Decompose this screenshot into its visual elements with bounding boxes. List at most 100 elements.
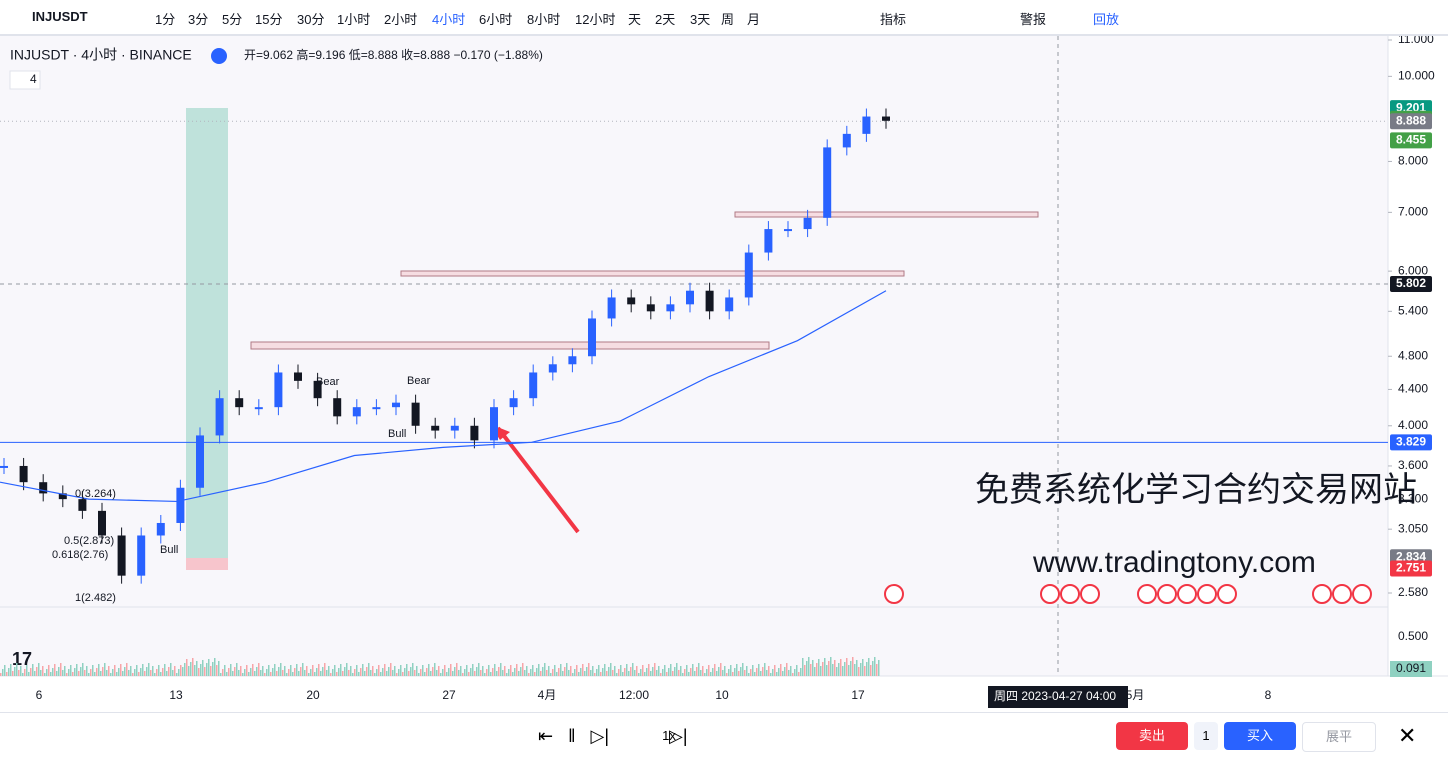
volume-bar [838, 663, 840, 676]
interval[interactable]: 15分 [255, 12, 283, 27]
volume-bar [734, 668, 736, 676]
sell[interactable]: 卖出 [1116, 722, 1188, 750]
volume-bar [576, 665, 578, 676]
interval[interactable]: 6小时 [479, 12, 513, 27]
fib-label: 0(3.264) [75, 488, 116, 500]
volume-bar [636, 666, 638, 676]
interval[interactable]: 1小时 [337, 12, 371, 27]
interval[interactable]: 5分 [222, 12, 243, 27]
interval[interactable]: 1分 [155, 12, 176, 27]
price-badge-label: 3.829 [1396, 435, 1426, 449]
volume-bar [386, 671, 388, 676]
interval[interactable]: 30分 [297, 12, 325, 27]
volume-bar [350, 666, 352, 676]
volume-bar [540, 671, 542, 676]
interval[interactable]: 8小时 [527, 12, 561, 27]
volume-bar [588, 663, 590, 676]
candle [548, 364, 557, 373]
volume-bar [186, 659, 188, 676]
volume-bar [592, 666, 594, 676]
volume-bar [642, 665, 644, 676]
price-label: 6.000 [1398, 263, 1428, 277]
interval[interactable]: 12小时 [575, 12, 616, 27]
volume-bar [470, 668, 472, 676]
volume-bar [532, 665, 534, 676]
buy[interactable]: 买入 [1224, 722, 1296, 750]
candle [235, 398, 244, 408]
volume-bar [176, 673, 178, 676]
alert[interactable]: 警报 [1020, 12, 1047, 27]
volume-bar [284, 666, 286, 676]
price-badge-label: 8.888 [1396, 113, 1426, 127]
flatten[interactable]: 展平 [1302, 722, 1376, 752]
volume-bar [662, 669, 664, 676]
volume-bar [754, 672, 756, 676]
volume-bar [184, 663, 186, 676]
volume-bar [234, 667, 236, 676]
controls[interactable]: ⇤ ‖ ▷| ▷| [538, 726, 688, 746]
volume-bar [528, 673, 530, 676]
volume-bar [504, 666, 506, 676]
time-label: 4月 [538, 688, 557, 702]
volume-bar [798, 672, 800, 676]
volume-bar [856, 660, 858, 676]
volume-bar [388, 667, 390, 676]
price-label: 4.800 [1398, 348, 1428, 362]
volume-bar [550, 673, 552, 676]
volume-bar [144, 671, 146, 676]
event-flag [1332, 584, 1352, 604]
speed[interactable]: 1x [662, 728, 676, 743]
interval[interactable]: 2天 [655, 12, 676, 27]
volume-bar [10, 664, 12, 676]
price-label: 5.400 [1398, 304, 1428, 318]
volume-bar [756, 668, 758, 676]
volume-bar [106, 670, 108, 676]
interval[interactable]: 月 [747, 12, 761, 27]
close[interactable]: ✕ [1398, 723, 1417, 748]
volume-bar [326, 670, 328, 676]
signal-label: Bull [388, 428, 406, 440]
volume-bar [428, 664, 430, 676]
volume-bar [834, 660, 836, 676]
volume-bar [68, 669, 70, 676]
volume-bar [298, 671, 300, 676]
event-flag [1312, 584, 1332, 604]
price-label: 8.000 [1398, 154, 1428, 168]
volume-bar [278, 667, 280, 676]
volume-bar [772, 669, 774, 676]
volume-bar [846, 658, 848, 676]
volume-bar [16, 663, 18, 676]
volume-bar [128, 670, 130, 676]
volume-bar [164, 664, 166, 676]
volume-bar [282, 670, 284, 676]
event-flag [1080, 584, 1100, 604]
indicators[interactable]: 指标 [880, 12, 907, 27]
interval[interactable]: 4小时 [432, 12, 466, 27]
volume-bar [606, 671, 608, 676]
interval[interactable]: 3分 [188, 12, 209, 27]
interval[interactable]: 周 [721, 12, 735, 27]
volume-bar [844, 662, 846, 676]
signal-label: Bear [316, 376, 340, 388]
interval[interactable]: 3天 [690, 12, 711, 27]
candle [882, 116, 890, 121]
qty[interactable]: 1 [1194, 722, 1218, 750]
volume-bar [752, 665, 754, 676]
arrow [496, 426, 580, 534]
candle [392, 402, 400, 408]
replay[interactable]: 回放 [1093, 12, 1120, 27]
interval[interactable]: 天 [628, 12, 642, 27]
price-badge [1390, 113, 1432, 130]
price-label: 4.400 [1398, 382, 1428, 396]
volume-bar [426, 668, 428, 676]
price-badge-label: 5.802 [1396, 276, 1426, 290]
interval[interactable]: 2小时 [384, 12, 418, 27]
symbol[interactable]: INJUSDT [32, 9, 88, 24]
indicator-count-box[interactable] [9, 70, 41, 90]
volume-bar [260, 670, 262, 676]
volume-bar [4, 665, 6, 676]
volume-bar [384, 664, 386, 676]
volume-bar [208, 659, 210, 676]
volume-bar [436, 670, 438, 676]
volume-bar [840, 659, 842, 676]
